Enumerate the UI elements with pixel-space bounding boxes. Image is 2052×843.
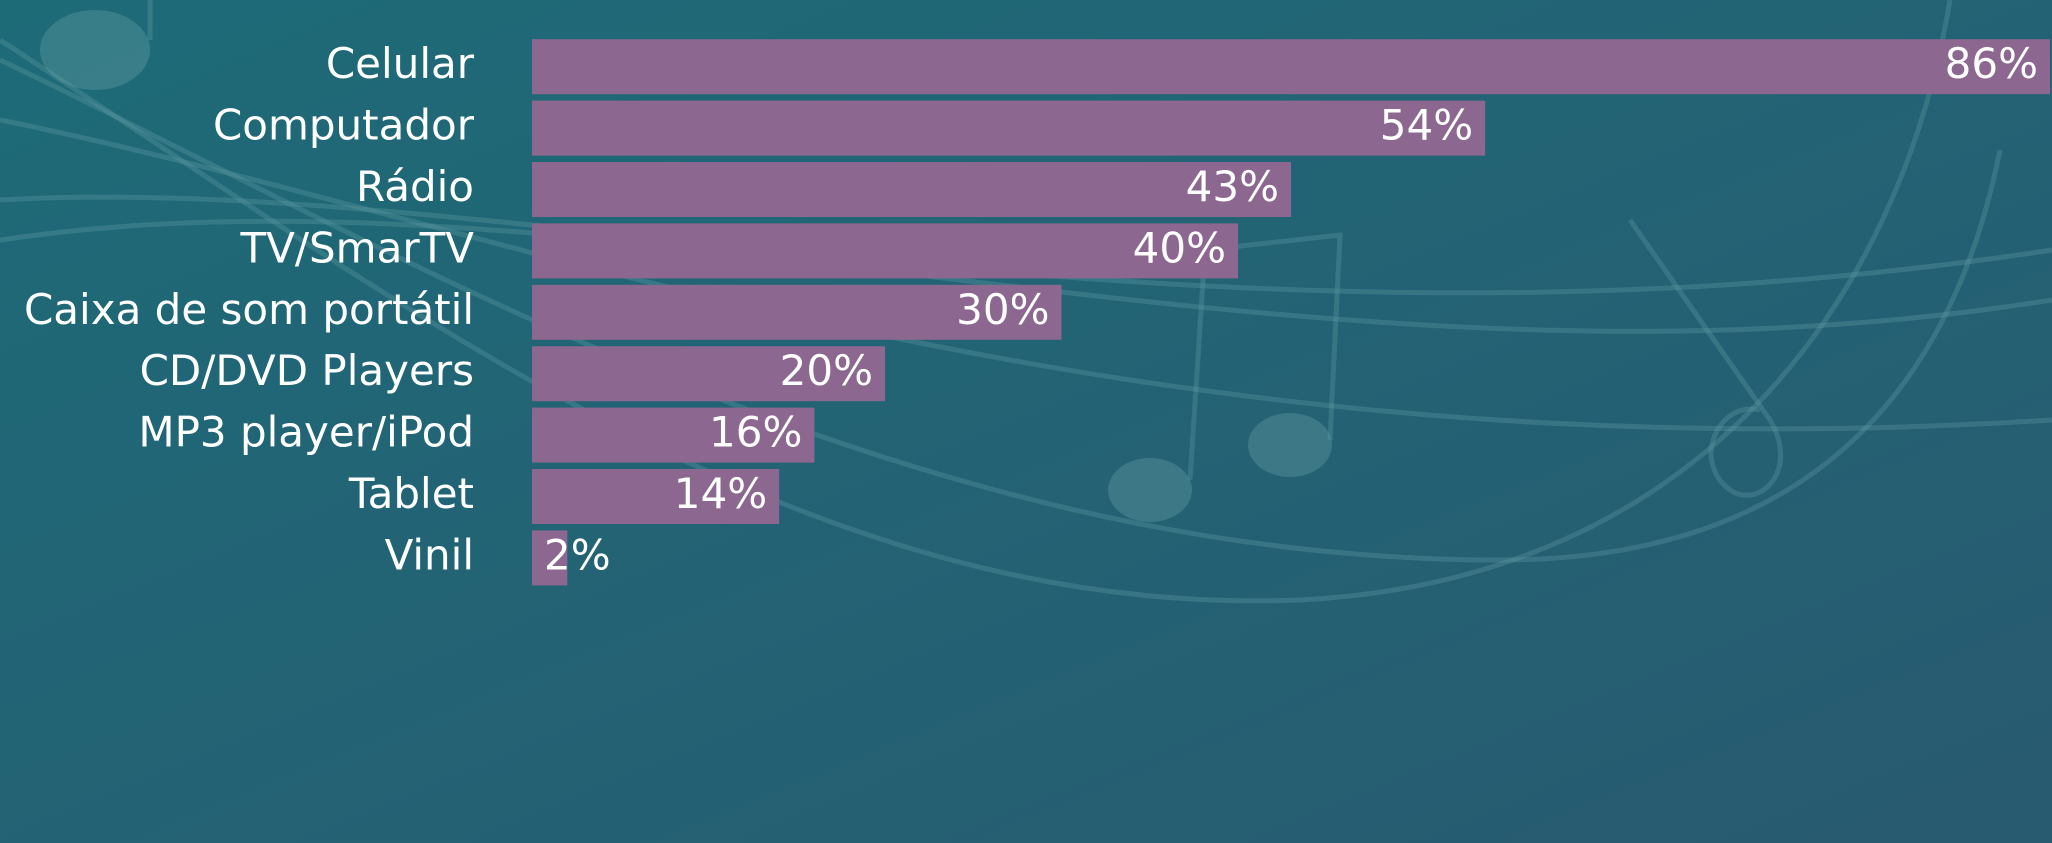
category-label: Rádio bbox=[356, 162, 474, 211]
category-label: Caixa de som portátil bbox=[24, 285, 474, 334]
value-label: 14% bbox=[674, 469, 767, 518]
bar bbox=[532, 162, 1291, 217]
value-label: 86% bbox=[1945, 39, 2038, 88]
category-label: Computador bbox=[213, 101, 475, 150]
category-label: MP3 player/iPod bbox=[138, 408, 474, 457]
value-label: 30% bbox=[956, 285, 1049, 334]
value-label: 20% bbox=[780, 346, 873, 395]
value-label: 43% bbox=[1186, 162, 1279, 211]
category-label: CD/DVD Players bbox=[140, 346, 474, 395]
value-label: 54% bbox=[1380, 101, 1473, 150]
value-label: 40% bbox=[1133, 223, 1226, 272]
category-label: Celular bbox=[326, 39, 475, 88]
chart: Celular 86% Computador 54% Rádio 43% TV/SmarTV… bbox=[0, 0, 2052, 843]
bar bbox=[532, 101, 1485, 156]
category-label: Tablet bbox=[348, 469, 474, 518]
page: Celular 86% Computador 54% Rádio 43% TV/SmarTV… bbox=[0, 0, 2052, 843]
category-label: TV/SmarTV bbox=[239, 223, 474, 272]
value-label: 2% bbox=[544, 530, 611, 579]
bar bbox=[532, 39, 2050, 94]
value-label: 16% bbox=[709, 408, 802, 457]
category-label: Vinil bbox=[385, 530, 474, 579]
